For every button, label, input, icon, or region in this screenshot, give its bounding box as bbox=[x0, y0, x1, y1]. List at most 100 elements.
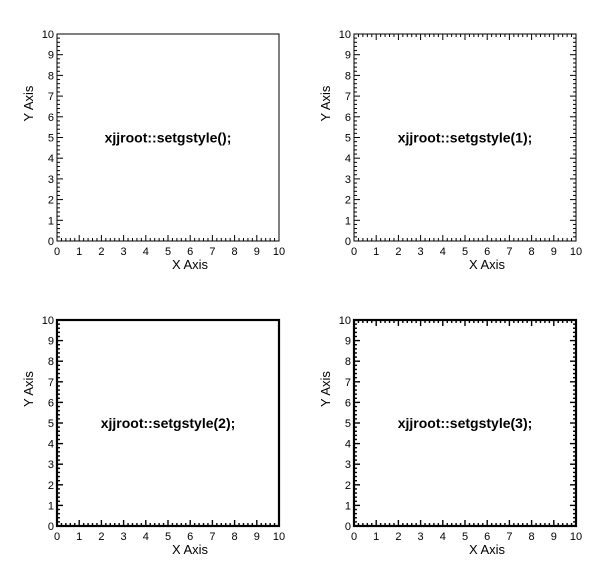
y-tick-label: 4 bbox=[345, 153, 351, 165]
x-tick-label: 7 bbox=[209, 531, 215, 543]
x-tick-label: 9 bbox=[254, 246, 260, 258]
y-tick-label: 0 bbox=[345, 521, 351, 533]
x-tick-label: 0 bbox=[54, 531, 60, 543]
panel-annotation: xjjroot::setgstyle(1); bbox=[398, 130, 533, 146]
x-tick-label: 2 bbox=[98, 246, 104, 258]
y-tick-label: 6 bbox=[48, 112, 54, 124]
x-tick-label: 4 bbox=[143, 246, 149, 258]
y-tick-label: 10 bbox=[339, 29, 351, 41]
chart-panel-4: 0 1 2 3 4 5 6 7 8 9 10 0 1 2 3 4 5 6 7 8 9 10 X Axis Y Axis xjjr… bbox=[318, 315, 582, 557]
y-tick-label: 4 bbox=[48, 439, 54, 451]
y-tick-label: 8 bbox=[48, 70, 54, 82]
x-tick-label: 1 bbox=[76, 531, 82, 543]
x-tick-label: 4 bbox=[440, 531, 446, 543]
y-tick-label: 4 bbox=[48, 153, 54, 165]
y-tick-label: 2 bbox=[345, 195, 351, 207]
y-axis-title: Y Axis bbox=[318, 85, 333, 121]
panel-annotation: xjjroot::setgstyle(2); bbox=[101, 415, 236, 431]
x-tick-label: 7 bbox=[506, 531, 512, 543]
y-tick-label: 10 bbox=[42, 29, 54, 41]
y-tick-label: 4 bbox=[345, 439, 351, 451]
y-tick-label: 3 bbox=[345, 459, 351, 471]
x-tick-label: 8 bbox=[232, 246, 238, 258]
y-tick-label: 2 bbox=[345, 480, 351, 492]
y-tick-label: 7 bbox=[48, 91, 54, 103]
y-tick-label: 2 bbox=[48, 480, 54, 492]
panel-annotation: xjjroot::setgstyle(); bbox=[105, 130, 232, 146]
y-tick-label: 0 bbox=[345, 236, 351, 248]
y-tick-label: 3 bbox=[48, 459, 54, 471]
x-axis-title: X Axis bbox=[172, 257, 209, 272]
y-tick-label: 1 bbox=[48, 500, 54, 512]
y-tick-label: 1 bbox=[48, 215, 54, 227]
x-axis-title: X Axis bbox=[172, 542, 209, 557]
x-tick-label: 1 bbox=[373, 531, 379, 543]
x-axis-title: X Axis bbox=[469, 542, 506, 557]
x-tick-label: 0 bbox=[351, 246, 357, 258]
x-tick-label: 0 bbox=[54, 246, 60, 258]
x-tick-label: 10 bbox=[570, 531, 582, 543]
y-tick-label: 5 bbox=[48, 133, 54, 145]
x-tick-label: 10 bbox=[273, 531, 285, 543]
y-tick-label: 5 bbox=[345, 133, 351, 145]
panel-annotation: xjjroot::setgstyle(3); bbox=[398, 415, 533, 431]
x-tick-label: 5 bbox=[462, 531, 468, 543]
x-axis-title: X Axis bbox=[469, 257, 506, 272]
y-tick-label: 5 bbox=[345, 418, 351, 430]
y-axis-title: Y Axis bbox=[318, 371, 333, 407]
x-tick-label: 8 bbox=[232, 531, 238, 543]
y-tick-label: 3 bbox=[345, 174, 351, 186]
x-tick-label: 8 bbox=[529, 246, 535, 258]
y-tick-label: 3 bbox=[48, 174, 54, 186]
x-tick-label: 9 bbox=[254, 531, 260, 543]
y-tick-label: 0 bbox=[48, 521, 54, 533]
y-tick-label: 8 bbox=[345, 356, 351, 368]
y-tick-label: 6 bbox=[345, 112, 351, 124]
x-tick-label: 4 bbox=[440, 246, 446, 258]
x-tick-label: 8 bbox=[529, 531, 535, 543]
y-tick-label: 1 bbox=[345, 215, 351, 227]
y-tick-label: 1 bbox=[345, 500, 351, 512]
x-tick-label: 9 bbox=[551, 246, 557, 258]
x-tick-label: 1 bbox=[373, 246, 379, 258]
y-tick-label: 8 bbox=[48, 356, 54, 368]
x-tick-label: 3 bbox=[121, 531, 127, 543]
chart-panel-3: 0 1 2 3 4 5 6 7 8 9 10 0 1 2 3 4 5 6 7 8 9 10 X Axis Y Axis xjjr… bbox=[21, 315, 285, 557]
chart-panel-2: 0 1 2 3 4 5 6 7 8 9 10 0 1 2 3 4 5 6 7 8 9 10 X Axis Y Axis xjjr… bbox=[318, 29, 582, 272]
y-tick-label: 7 bbox=[345, 377, 351, 389]
y-tick-label: 0 bbox=[48, 236, 54, 248]
y-axis-title: Y Axis bbox=[21, 85, 36, 121]
x-tick-label: 3 bbox=[418, 246, 424, 258]
y-tick-label: 10 bbox=[339, 315, 351, 327]
x-tick-label: 0 bbox=[351, 531, 357, 543]
x-tick-label: 1 bbox=[76, 246, 82, 258]
y-tick-label: 10 bbox=[42, 315, 54, 327]
y-tick-label: 7 bbox=[345, 91, 351, 103]
x-tick-label: 9 bbox=[551, 531, 557, 543]
x-tick-label: 5 bbox=[462, 246, 468, 258]
x-tick-label: 3 bbox=[418, 531, 424, 543]
x-tick-label: 2 bbox=[395, 531, 401, 543]
x-tick-label: 7 bbox=[209, 246, 215, 258]
x-tick-label: 2 bbox=[98, 531, 104, 543]
y-tick-label: 2 bbox=[48, 195, 54, 207]
x-tick-label: 5 bbox=[165, 531, 171, 543]
y-tick-label: 9 bbox=[48, 336, 54, 348]
x-tick-label: 10 bbox=[570, 246, 582, 258]
chart-panel-1: 0 1 2 3 4 5 6 7 8 9 10012345678910X AxisY Axisxjjr… bbox=[21, 29, 285, 272]
y-tick-label: 9 bbox=[345, 336, 351, 348]
x-tick-label: 7 bbox=[506, 246, 512, 258]
y-tick-label: 6 bbox=[48, 397, 54, 409]
y-tick-label: 7 bbox=[48, 377, 54, 389]
x-tick-label: 5 bbox=[165, 246, 171, 258]
x-tick-label: 3 bbox=[121, 246, 127, 258]
x-tick-label: 2 bbox=[395, 246, 401, 258]
y-tick-label: 8 bbox=[345, 70, 351, 82]
y-axis-title: Y Axis bbox=[21, 371, 36, 407]
x-tick-label: 10 bbox=[273, 246, 285, 258]
y-tick-label: 9 bbox=[345, 50, 351, 62]
y-tick-label: 5 bbox=[48, 418, 54, 430]
y-tick-label: 9 bbox=[48, 50, 54, 62]
x-tick-label: 4 bbox=[143, 531, 149, 543]
